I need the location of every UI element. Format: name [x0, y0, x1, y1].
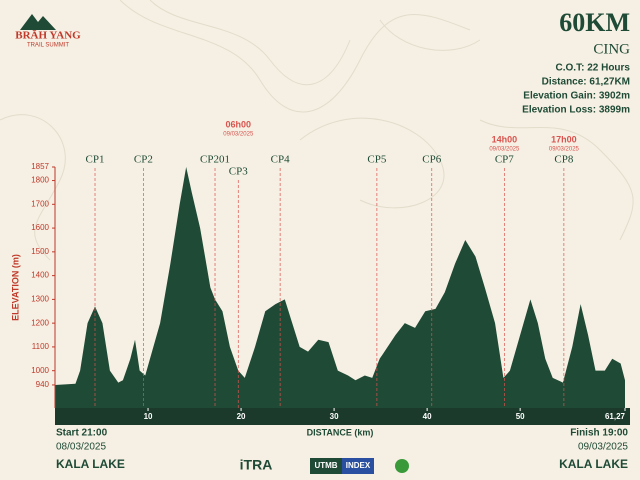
logo-name: BRĀH YANG — [15, 30, 81, 42]
sponsor-itra: iTRA — [240, 457, 273, 473]
checkpoint-label: CP7 — [495, 154, 514, 166]
x-tick-label: 30 — [330, 412, 339, 421]
info-line: Elevation Gain: 3902m — [523, 91, 630, 102]
x-tick-label: 20 — [237, 412, 246, 421]
race-code: CING — [593, 41, 630, 57]
y-axis-label: ELEVATION (m) — [10, 254, 20, 321]
y-tick-label: 1500 — [31, 247, 49, 256]
checkpoint-label: CP2 — [134, 154, 153, 166]
x-tick-label: 61,27 — [605, 412, 626, 421]
x-tick-label: 10 — [144, 412, 153, 421]
start-time: Start 21:00 — [56, 428, 108, 439]
x-axis-label: DISTANCE (km) — [307, 427, 374, 437]
checkpoint-date: 09/03/2025 — [549, 147, 580, 153]
x-tick-label: 40 — [423, 412, 432, 421]
checkpoint-label: CP8 — [554, 154, 573, 166]
info-line: Distance: 61,27KM — [542, 77, 630, 88]
checkpoint-time: 17h00 — [551, 134, 577, 144]
finish-place: KALA LAKE — [559, 457, 628, 471]
y-tick-label: 1000 — [31, 366, 49, 375]
sponsor-index: INDEX — [346, 461, 371, 470]
start-place: KALA LAKE — [56, 457, 125, 471]
checkpoint-label: CP6 — [422, 154, 441, 166]
y-tick-label: 1100 — [32, 342, 50, 351]
checkpoint-date: 09/03/2025 — [223, 132, 254, 138]
chart: 10 20 30 40 50 61,27 940 1000 1100 1200 1300 1400 15… — [10, 119, 630, 437]
y-tick-label: 1857 — [31, 162, 49, 171]
finish-date: 09/03/2025 — [578, 442, 628, 453]
x-tick-label: 50 — [516, 412, 525, 421]
y-tick-label: 1600 — [31, 223, 49, 232]
y-tick-label: 1300 — [31, 294, 49, 303]
start-date: 08/03/2025 — [56, 442, 106, 453]
checkpoint-label: CP201 — [200, 154, 230, 166]
info-line: Elevation Loss: 3899m — [522, 105, 630, 116]
finish-time: Finish 19:00 — [570, 428, 628, 439]
sponsor-badge — [342, 458, 374, 474]
y-tick-label: 1700 — [31, 199, 49, 208]
checkpoint-label: CP5 — [367, 154, 386, 166]
logo-tagline: TRAIL SUMMIT — [27, 43, 69, 49]
y-tick-label: 1200 — [31, 318, 49, 327]
x-axis-band — [55, 408, 630, 425]
checkpoint-time: 14h00 — [492, 134, 518, 144]
checkpoint-label: CP4 — [271, 154, 290, 166]
checkpoint-date: 09/03/2025 — [489, 147, 520, 153]
checkpoint-label: CP3 — [229, 166, 248, 178]
sponsor-utmb: UTMB — [314, 461, 337, 470]
y-tick-label: 940 — [36, 380, 50, 389]
elevation-area — [55, 167, 625, 408]
logo-mountain — [20, 14, 56, 30]
info-line: C.O.T: 22 Hours — [556, 63, 631, 74]
race-distance: 60KM — [559, 8, 630, 37]
checkpoint-label: CP1 — [86, 154, 105, 166]
race-info: C.O.T: 22 Hours Distance: 61,27KM Elevatio… — [522, 63, 630, 116]
y-tick-label: 1400 — [31, 271, 49, 280]
sponsor-badge — [310, 458, 342, 474]
checkpoint-time: 06h00 — [226, 119, 252, 129]
sponsor-icon — [395, 459, 409, 473]
y-tick-label: 1800 — [31, 176, 49, 185]
topo-lines — [0, 0, 634, 261]
